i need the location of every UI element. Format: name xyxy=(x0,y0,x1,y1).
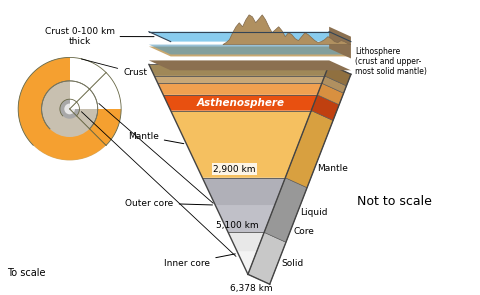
Polygon shape xyxy=(322,76,347,93)
Polygon shape xyxy=(228,232,264,274)
Polygon shape xyxy=(149,47,351,56)
Text: Crust 0-100 km
thick: Crust 0-100 km thick xyxy=(45,27,154,46)
Text: To scale: To scale xyxy=(7,268,46,278)
Text: Crust: Crust xyxy=(81,59,147,77)
Polygon shape xyxy=(149,64,329,76)
Polygon shape xyxy=(237,251,257,274)
Polygon shape xyxy=(215,205,275,232)
Circle shape xyxy=(19,58,120,160)
Polygon shape xyxy=(248,232,286,284)
Polygon shape xyxy=(171,111,311,178)
Text: Asthenosphere: Asthenosphere xyxy=(197,98,285,108)
Text: Mantle: Mantle xyxy=(318,164,348,173)
Text: Liquid: Liquid xyxy=(300,209,328,217)
Circle shape xyxy=(18,58,121,160)
Text: Mantle: Mantle xyxy=(128,132,184,144)
Text: 2,900 km: 2,900 km xyxy=(214,165,256,174)
Polygon shape xyxy=(223,15,351,45)
Polygon shape xyxy=(324,64,351,86)
Text: Outer core: Outer core xyxy=(125,199,213,208)
Text: Not to scale: Not to scale xyxy=(357,194,432,208)
Polygon shape xyxy=(149,32,351,42)
Polygon shape xyxy=(317,83,344,105)
Text: Solid: Solid xyxy=(282,259,304,268)
Polygon shape xyxy=(155,76,324,83)
Text: Inner core: Inner core xyxy=(164,254,235,268)
Text: Lithosphere
(crust and upper-
most solid mantle): Lithosphere (crust and upper- most solid… xyxy=(355,47,427,76)
Polygon shape xyxy=(264,178,307,242)
Text: 5,100 km: 5,100 km xyxy=(216,221,259,230)
Polygon shape xyxy=(158,83,322,95)
Polygon shape xyxy=(329,27,351,58)
Polygon shape xyxy=(163,95,317,111)
Polygon shape xyxy=(285,111,333,188)
Circle shape xyxy=(42,81,98,137)
Text: 6,378 km: 6,378 km xyxy=(229,284,272,293)
Polygon shape xyxy=(311,95,339,120)
Polygon shape xyxy=(203,178,285,232)
Circle shape xyxy=(60,99,80,119)
Text: Core: Core xyxy=(294,227,315,236)
Polygon shape xyxy=(149,45,351,55)
Polygon shape xyxy=(149,60,351,70)
Polygon shape xyxy=(70,53,126,109)
Circle shape xyxy=(64,104,75,114)
